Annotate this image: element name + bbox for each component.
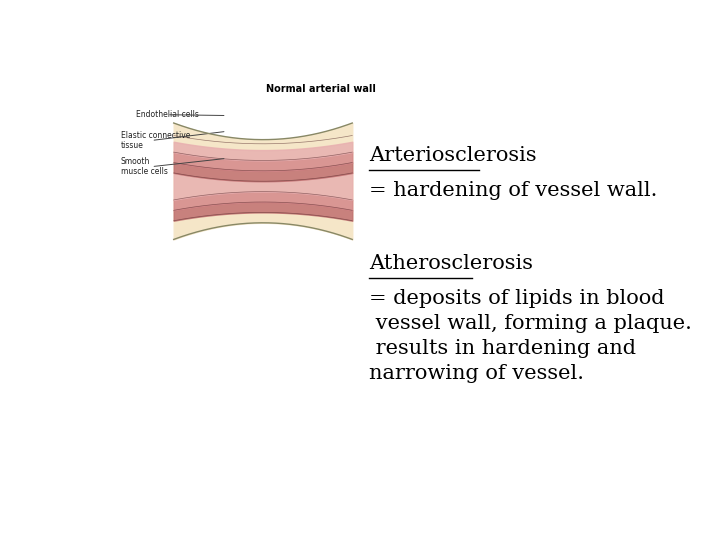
Text: Arteriosclerosis: Arteriosclerosis: [369, 146, 536, 165]
Text: Normal arterial wall: Normal arterial wall: [266, 84, 376, 93]
Text: = hardening of vessel wall.: = hardening of vessel wall.: [369, 181, 657, 200]
Text: = deposits of lipids in blood
 vessel wall, forming a plaque.
 results in harden: = deposits of lipids in blood vessel wal…: [369, 289, 692, 383]
Text: Endothelial cells: Endothelial cells: [136, 110, 199, 119]
Text: Atherosclerosis: Atherosclerosis: [369, 254, 533, 273]
Text: Smooth
muscle cells: Smooth muscle cells: [121, 157, 168, 177]
Text: Elastic connective
tissue: Elastic connective tissue: [121, 131, 190, 150]
